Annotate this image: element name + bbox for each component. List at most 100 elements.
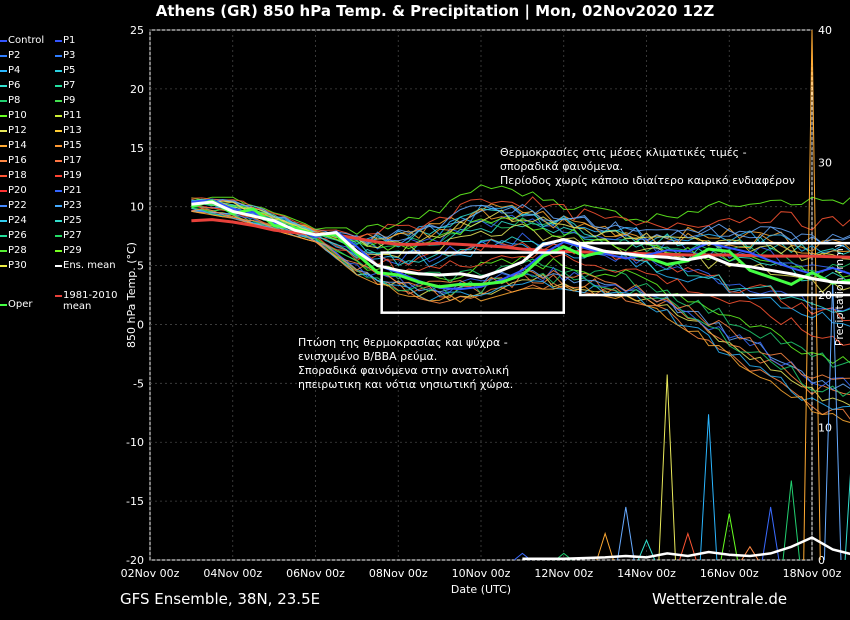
legend-swatch bbox=[0, 145, 7, 147]
y2-tick-label: 10 bbox=[818, 422, 832, 435]
member-line bbox=[191, 199, 850, 256]
precip-spike bbox=[699, 414, 718, 561]
legend-swatch bbox=[0, 304, 7, 306]
legend-swatch bbox=[55, 295, 62, 297]
precip-spike bbox=[782, 480, 801, 561]
x-tick-label: 18Nov 00z bbox=[783, 567, 842, 580]
legend-label: P8 bbox=[8, 95, 21, 106]
legend-label: P29 bbox=[63, 245, 82, 256]
legend-label: P24 bbox=[8, 215, 27, 226]
y2-tick-label: 40 bbox=[818, 24, 832, 37]
footer-model-info: GFS Ensemble, 38N, 23.5E bbox=[120, 590, 321, 608]
member-line bbox=[191, 184, 850, 235]
legend-swatch bbox=[0, 40, 7, 42]
y2-tick-label: 0 bbox=[818, 554, 825, 567]
precip-spike bbox=[803, 29, 821, 561]
legend-swatch bbox=[55, 235, 62, 237]
legend-swatch bbox=[55, 160, 62, 162]
legend-swatch bbox=[55, 130, 62, 132]
legend-label: P7 bbox=[63, 80, 76, 91]
legend-swatch bbox=[55, 250, 62, 252]
precip-ens-mean bbox=[522, 536, 850, 560]
legend-label: P4 bbox=[8, 65, 21, 76]
y-tick-label: -10 bbox=[126, 436, 144, 449]
legend-label: P18 bbox=[8, 170, 27, 181]
y-tick-label: 25 bbox=[130, 24, 144, 37]
legend-swatch bbox=[0, 130, 7, 132]
legend-label: 1981-2010 mean bbox=[63, 290, 118, 312]
member-line bbox=[191, 199, 850, 245]
legend-swatch bbox=[0, 55, 7, 57]
precip-spike bbox=[637, 538, 656, 561]
legend-swatch bbox=[0, 160, 7, 162]
legend-swatch bbox=[55, 265, 62, 267]
legend-label: P27 bbox=[63, 230, 82, 241]
annotation-bottom: Πτώση της θερμοκρασίας και ψύχρα - ενισχ… bbox=[298, 336, 513, 392]
legend-swatch bbox=[55, 145, 62, 147]
annotation-bottom-line-4: ηπειρωτικη και νότια νησιωτική χώρα. bbox=[298, 378, 514, 391]
legend-swatch bbox=[0, 85, 7, 87]
legend-label: P21 bbox=[63, 185, 82, 196]
legend-label: P12 bbox=[8, 125, 27, 136]
legend-label: Ens. mean bbox=[63, 260, 116, 271]
legend-swatch bbox=[0, 235, 7, 237]
legend-label: P23 bbox=[63, 200, 82, 211]
precip-spike bbox=[720, 513, 739, 561]
legend-label: P6 bbox=[8, 80, 21, 91]
y-tick-label: -20 bbox=[126, 554, 144, 567]
legend-swatch bbox=[55, 40, 62, 42]
member-line bbox=[191, 209, 850, 411]
legend-swatch bbox=[0, 70, 7, 72]
mean-series-line bbox=[191, 200, 850, 285]
annotation-top-line-3: Περίοδος χωρίς κάποιο ιδιαίτερο καιρικό … bbox=[500, 174, 795, 187]
legend-label: P26 bbox=[8, 230, 27, 241]
legend-label: P25 bbox=[63, 215, 82, 226]
x-tick-label: 02Nov 00z bbox=[121, 567, 180, 580]
footer-source: Wetterzentrale.de bbox=[652, 590, 788, 608]
legend-label: P30 bbox=[8, 260, 27, 271]
legend-swatch bbox=[0, 250, 7, 252]
annotation-box-1 bbox=[380, 251, 566, 314]
legend-swatch bbox=[55, 115, 62, 117]
legend-label: P5 bbox=[63, 65, 76, 76]
precip-spike bbox=[844, 473, 850, 561]
member-line bbox=[191, 200, 850, 262]
legend-label: P10 bbox=[8, 110, 27, 121]
y-tick-label: 0 bbox=[137, 318, 144, 331]
legend-label: P22 bbox=[8, 200, 27, 211]
y-tick-label: -5 bbox=[133, 377, 144, 390]
member-line bbox=[191, 198, 850, 245]
legend-swatch bbox=[0, 100, 7, 102]
legend-swatch bbox=[55, 100, 62, 102]
x-tick-label: 06Nov 00z bbox=[286, 567, 345, 580]
y-axis-label: 850 hPa Temp. (°C) bbox=[125, 242, 138, 348]
legend-swatch bbox=[55, 85, 62, 87]
legend-label: P16 bbox=[8, 155, 27, 166]
legend-swatch bbox=[55, 190, 62, 192]
y-tick-label: 5 bbox=[137, 260, 144, 273]
chart-title: Athens (GR) 850 hPa Temp. & Precipitatio… bbox=[155, 2, 715, 20]
legend-label: P1 bbox=[63, 35, 76, 46]
x-tick-label: 08Nov 00z bbox=[369, 567, 428, 580]
legend-label: P3 bbox=[63, 50, 76, 61]
x-tick-label: 14Nov 00z bbox=[617, 567, 676, 580]
legend-swatch bbox=[55, 175, 62, 177]
legend-swatch bbox=[55, 220, 62, 222]
annotation-bottom-line-1: Πτώση της θερμοκρασίας και ψύχρα - bbox=[298, 336, 508, 349]
x-tick-label: 10Nov 00z bbox=[452, 567, 511, 580]
legend-label: P13 bbox=[63, 125, 82, 136]
annotation-top: Θερμοκρασίες στις μέσες κλιματικές τιμές… bbox=[500, 146, 795, 188]
y2-tick-label: 30 bbox=[818, 157, 832, 170]
legend-swatch bbox=[0, 115, 7, 117]
x-tick-label: 04Nov 00z bbox=[203, 567, 262, 580]
legend-label: Oper bbox=[8, 299, 33, 310]
legend-label: Control bbox=[8, 35, 45, 46]
legend-swatch bbox=[0, 220, 7, 222]
precip-spike bbox=[761, 506, 780, 561]
legend-swatch bbox=[0, 190, 7, 192]
legend-swatch bbox=[55, 55, 62, 57]
climate-series-line bbox=[191, 218, 850, 259]
legend-swatch bbox=[0, 265, 7, 267]
legend-swatch bbox=[0, 175, 7, 177]
